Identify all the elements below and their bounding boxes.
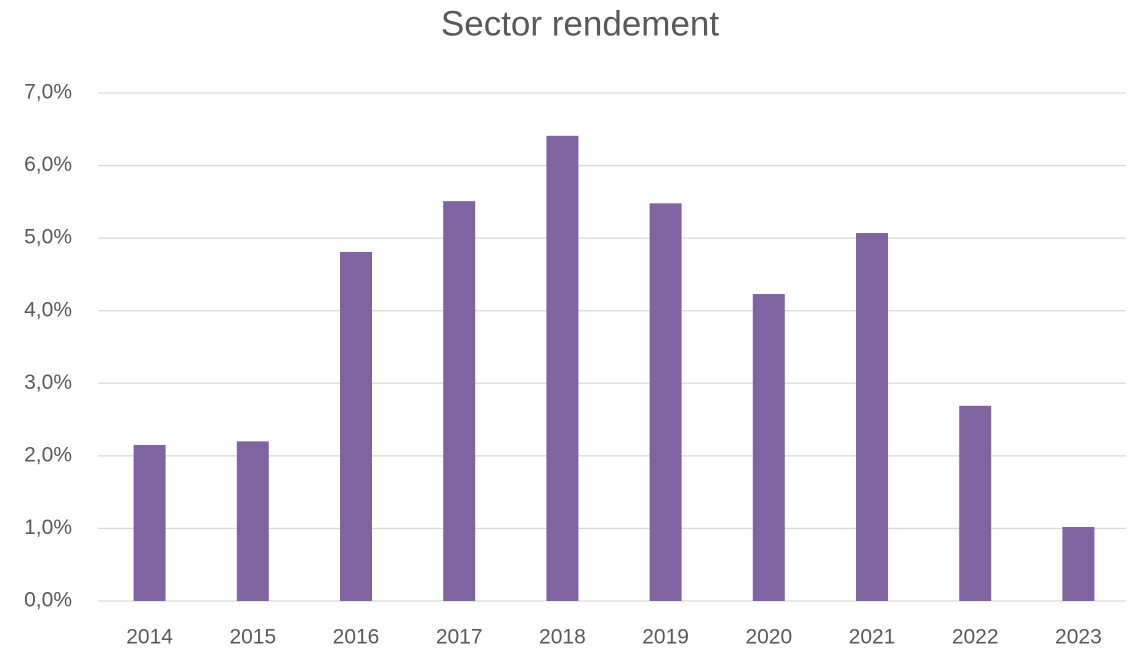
x-tick-label: 2020 — [745, 626, 792, 649]
bar — [133, 444, 166, 601]
x-tick-label: 2018 — [539, 626, 586, 649]
y-tick-label: 1,0% — [24, 516, 72, 539]
x-tick-label: 2019 — [642, 626, 689, 649]
bar — [1062, 526, 1095, 601]
y-tick-label: 6,0% — [24, 153, 72, 176]
bar — [649, 203, 682, 601]
bar — [856, 233, 888, 601]
y-tick-label: 0,0% — [24, 589, 72, 612]
x-tick-label: 2023 — [1055, 626, 1102, 649]
y-tick-label: 2,0% — [24, 443, 72, 466]
y-tick-label: 5,0% — [24, 226, 72, 249]
x-tick-label: 2021 — [849, 626, 896, 649]
bar — [959, 405, 992, 601]
bar — [443, 201, 476, 602]
bar — [546, 135, 579, 601]
bar — [236, 441, 269, 601]
bar — [752, 294, 785, 601]
x-tick-label: 2016 — [333, 626, 380, 649]
chart-title: Sector rendement — [441, 4, 719, 43]
x-tick-label: 2022 — [952, 626, 999, 649]
y-tick-label: 3,0% — [24, 371, 72, 394]
x-tick-label: 2017 — [436, 626, 483, 649]
x-tick-label: 2015 — [229, 626, 276, 649]
y-tick-label: 7,0% — [24, 81, 72, 104]
bar — [340, 251, 372, 601]
y-tick-label: 4,0% — [24, 298, 72, 321]
x-tick-label: 2014 — [126, 626, 173, 649]
